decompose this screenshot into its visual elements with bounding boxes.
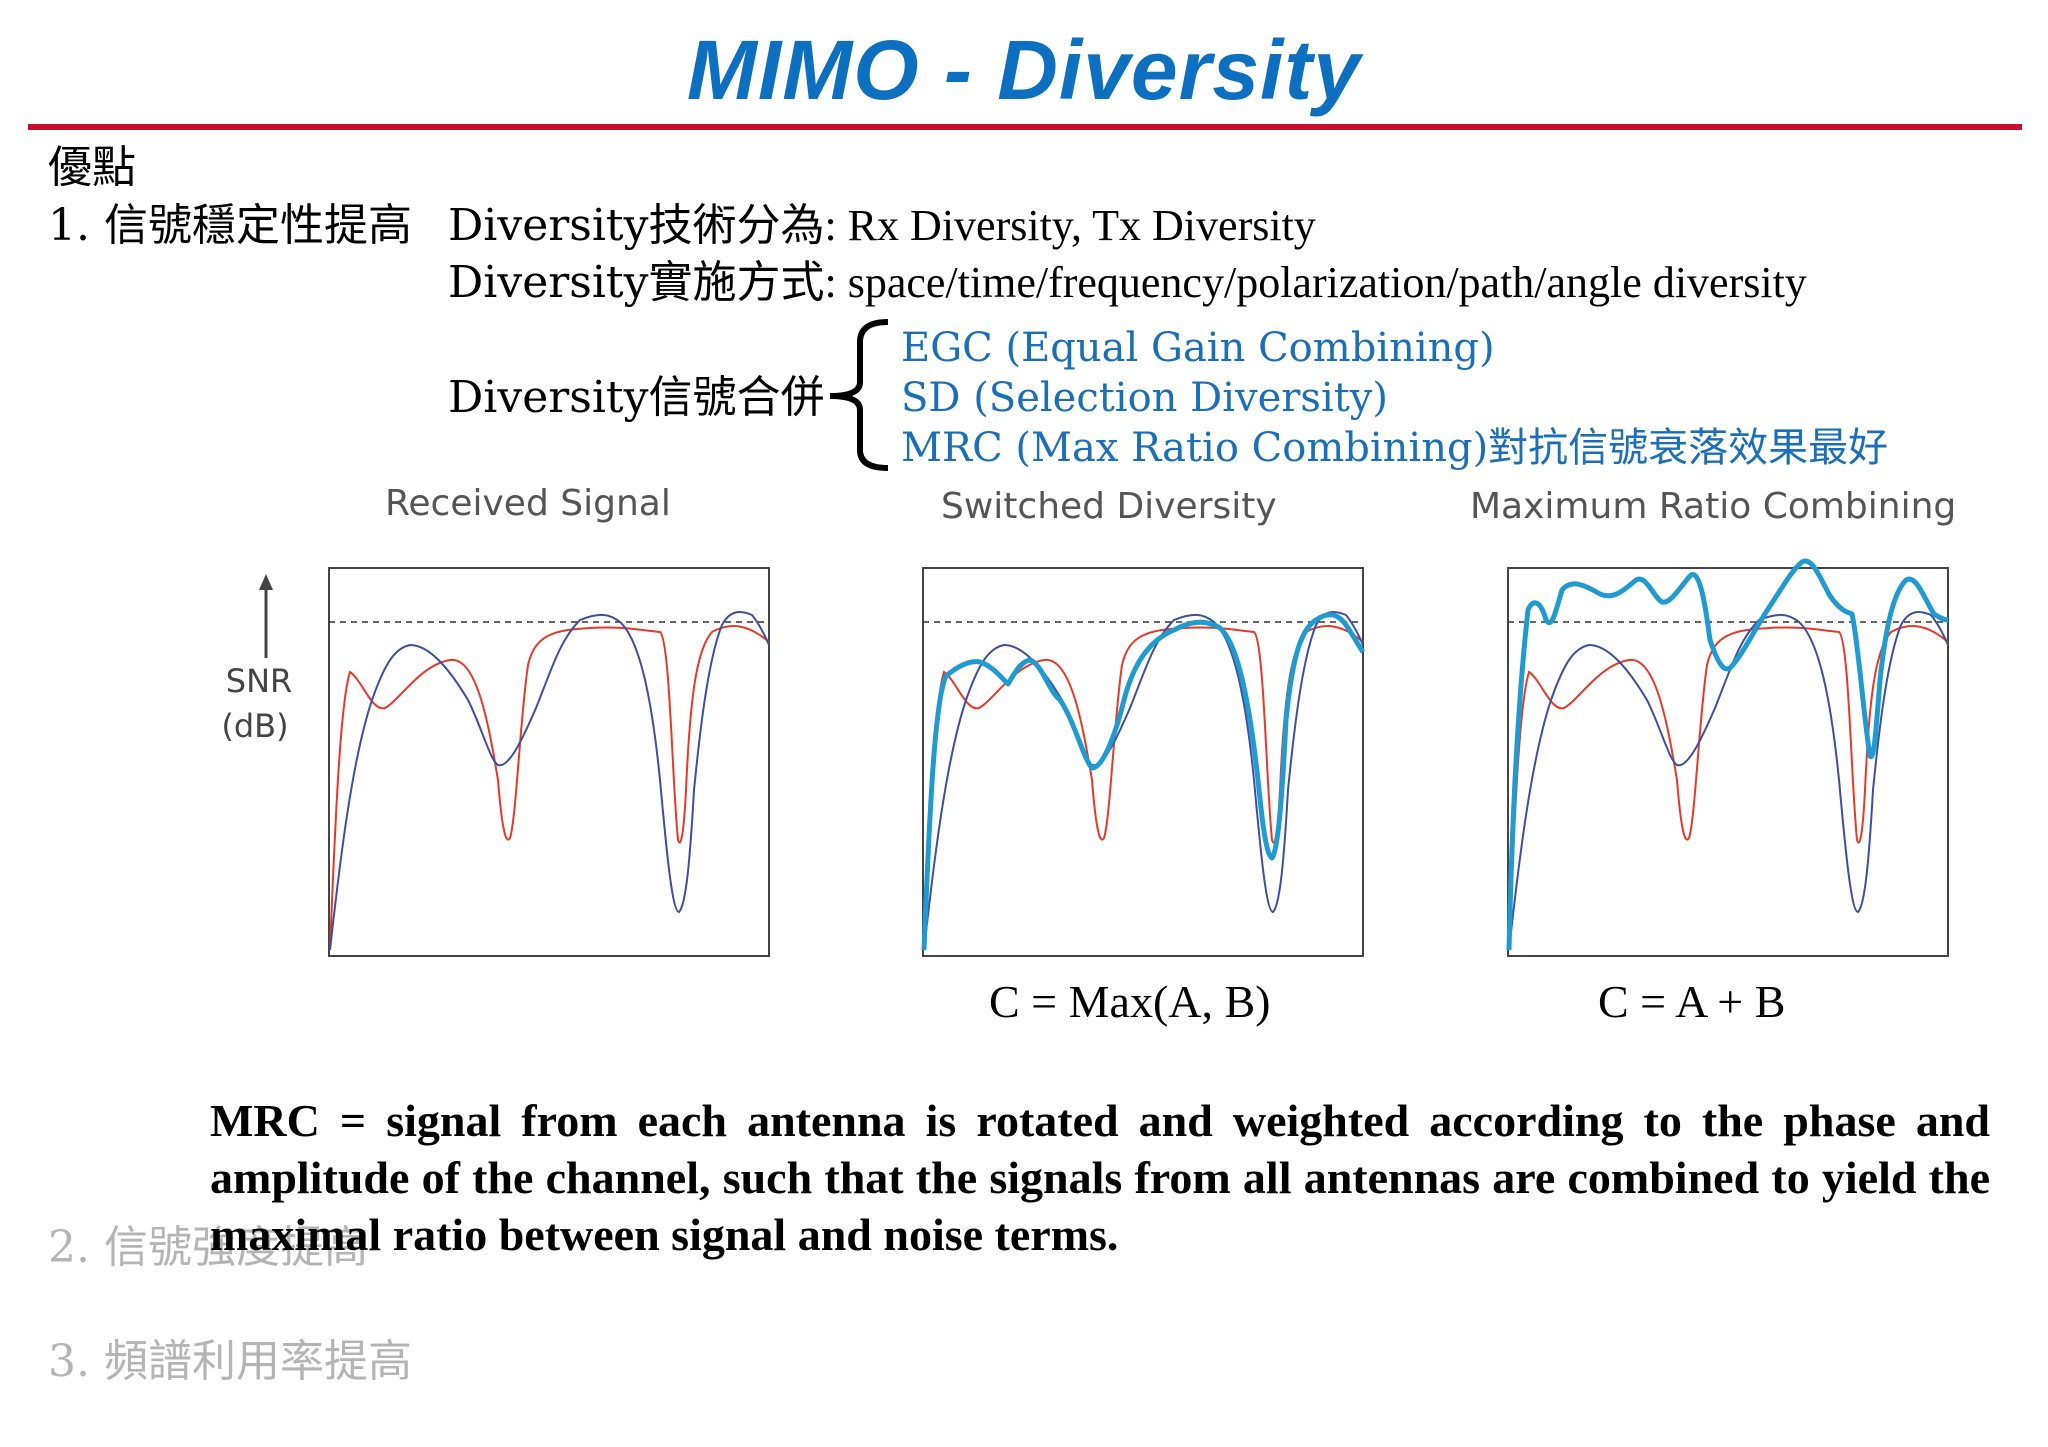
plot-switched-diversity — [921, 567, 1366, 957]
signal-b-curve — [329, 611, 770, 951]
diversity-combining-label: Diversity信號合併 — [448, 372, 825, 423]
combined-signal-curve — [921, 612, 1366, 951]
chart-title-switched: Switched Diversity — [941, 486, 1277, 527]
point-3: 3. 頻譜利用率提高 — [48, 1336, 412, 1387]
method-sd: SD (Selection Diversity) — [901, 375, 1389, 421]
chart-title-mrc: Maximum Ratio Combining — [1470, 486, 1957, 527]
diversity-types-value: : Rx Diversity, Tx Diversity — [824, 201, 1316, 250]
plot-frame — [1507, 567, 1949, 957]
chart-title-received: Received Signal — [385, 483, 671, 524]
diversity-methods-value: : space/time/frequency/polarization/path… — [824, 258, 1807, 307]
signal-b-curve — [1508, 611, 1949, 951]
section-label: 優點 — [48, 142, 136, 193]
method-mrc: MRC (Max Ratio Combining)對抗信號衰落效果最好 — [901, 422, 1888, 474]
diversity-methods-label: Diversity實施方式 — [448, 257, 825, 308]
signal-b-curve — [923, 611, 1364, 951]
plot-maximum-ratio-combining — [1506, 558, 1949, 957]
diversity-methods-line: Diversity實施方式: space/time/frequency/pola… — [448, 257, 1807, 309]
method-mrc-name: MRC (Max Ratio Combining) — [901, 425, 1489, 471]
signal-a-curve — [329, 625, 770, 951]
formula-mrc: C = A + B — [1598, 976, 1786, 1027]
plot-frame — [922, 567, 1364, 957]
formula-switched: C = Max(A, B) — [989, 976, 1271, 1027]
snr-axis-arrow — [259, 574, 273, 658]
snr-axis-unit: (dB) — [221, 707, 288, 745]
diversity-types-line: Diversity技術分為: Rx Diversity, Tx Diversit… — [448, 200, 1316, 252]
point-2: 2. 信號強度提高 — [48, 1222, 368, 1273]
signal-a-curve — [1508, 625, 1949, 951]
method-egc: EGC (Equal Gain Combining) — [901, 325, 1495, 371]
page-title: MIMO - Diversity — [686, 23, 1362, 117]
mrc-explanation: MRC = signal from each antenna is rotate… — [210, 1095, 1990, 1260]
plot-received-signal — [328, 567, 770, 957]
point-1: 1. 信號穩定性提高 — [48, 200, 412, 251]
title-underline — [28, 124, 2022, 130]
curly-brace — [829, 319, 889, 471]
snr-axis-label: SNR — [226, 662, 292, 700]
diversity-types-label: Diversity技術分為 — [448, 200, 825, 251]
method-mrc-note: 對抗信號衰落效果最好 — [1488, 425, 1889, 471]
plot-frame — [328, 567, 770, 957]
combined-signal-curve — [1506, 558, 1949, 951]
